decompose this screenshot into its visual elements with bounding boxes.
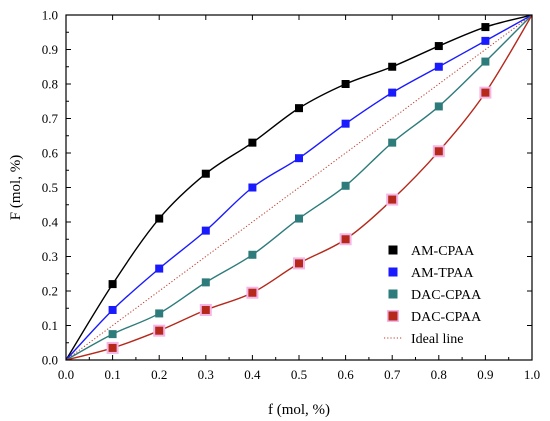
data-point-series-2 — [481, 36, 490, 45]
data-point-series-4 — [248, 288, 257, 297]
y-tick-label: 0.9 — [42, 42, 58, 57]
y-tick-label: 0.5 — [42, 180, 58, 195]
ideal-line — [66, 15, 532, 360]
data-point-series-4 — [481, 88, 490, 97]
x-tick-label: 0.2 — [151, 367, 167, 382]
y-tick-label: 0.4 — [42, 215, 59, 230]
y-tick-label: 0.8 — [42, 77, 58, 92]
fit-curve-1 — [66, 15, 532, 360]
x-tick-label: 0.5 — [291, 367, 307, 382]
data-point-series-4 — [434, 147, 443, 156]
y-axis-label: F (mol, %) — [8, 155, 24, 220]
legend-marker-series-3 — [388, 289, 398, 299]
data-point-series-3 — [108, 330, 117, 339]
y-tick-label: 0.6 — [42, 146, 59, 161]
data-point-series-4 — [295, 259, 303, 268]
data-point-series-2 — [341, 119, 350, 128]
data-point-series-2 — [201, 226, 210, 235]
x-tick-label: 0.0 — [58, 367, 74, 382]
y-tick-label: 1.0 — [42, 8, 58, 23]
x-tick-label: 0.3 — [198, 367, 214, 382]
data-point-series-1 — [201, 169, 210, 178]
data-point-series-3 — [434, 102, 443, 111]
legend-label-series-1: AM-CPAA — [411, 244, 475, 259]
x-tick-label: 0.9 — [477, 367, 493, 382]
data-point-series-4 — [108, 343, 117, 352]
x-tick-label: 0.1 — [104, 367, 120, 382]
x-axis-label: f (mol, %) — [268, 402, 330, 418]
data-point-series-1 — [341, 80, 350, 88]
data-point-series-1 — [295, 104, 303, 113]
data-point-series-2 — [108, 305, 117, 314]
legend-label-series-4: DAC-CPAA — [411, 310, 482, 325]
legend-label-ideal-line: Ideal line — [411, 332, 463, 347]
data-point-series-2 — [388, 88, 397, 97]
data-markers-layer — [106, 23, 492, 354]
data-point-series-4 — [388, 195, 397, 204]
data-point-series-1 — [248, 138, 257, 147]
data-point-series-1 — [481, 23, 490, 32]
data-point-series-2 — [295, 154, 303, 163]
data-point-series-1 — [388, 62, 397, 71]
x-tick-label: 0.7 — [384, 367, 401, 382]
data-point-series-3 — [201, 278, 210, 287]
legend-marker-series-4 — [388, 311, 398, 321]
x-tick-label: 0.8 — [431, 367, 447, 382]
legend-label-series-3: DAC-CPAA — [411, 288, 482, 303]
y-tick-label: 0.1 — [42, 318, 58, 333]
axes-layer: 0.0 0.1 0.2 0.3 0.4 0.5 0.6 0.7 0.8 0.9 1.0 0.0 0.1 0… — [42, 8, 540, 383]
data-point-series-3 — [341, 181, 350, 190]
legend-marker-series-2 — [388, 267, 398, 277]
y-tick-label: 0.7 — [42, 111, 59, 126]
y-tick-label: 0.2 — [42, 284, 58, 299]
y-tick-label: 0.3 — [42, 249, 58, 264]
data-point-series-1 — [108, 280, 117, 289]
data-point-series-2 — [155, 264, 164, 273]
data-point-series-4 — [201, 305, 210, 314]
x-tick-label: 1.0 — [524, 367, 540, 382]
legend: AM-CPAA AM-TPAA DAC-CPAA DAC-CPAA Ideal line — [384, 244, 482, 347]
data-point-series-2 — [434, 62, 443, 71]
data-point-series-2 — [248, 183, 257, 192]
data-point-series-3 — [295, 214, 303, 223]
data-point-series-4 — [341, 235, 350, 244]
data-point-series-1 — [434, 42, 443, 51]
data-point-series-1 — [155, 214, 164, 223]
legend-marker-series-1 — [388, 245, 398, 255]
x-tick-label: 0.6 — [337, 367, 354, 382]
ideal-line-layer — [66, 15, 532, 360]
x-tick-label: 0.4 — [244, 367, 261, 382]
data-point-series-3 — [248, 250, 257, 259]
data-point-series-3 — [155, 309, 164, 318]
y-tick-label: 0.0 — [42, 353, 58, 368]
legend-label-series-2: AM-TPAA — [411, 266, 474, 281]
data-point-series-4 — [155, 326, 164, 335]
data-point-series-3 — [388, 138, 397, 147]
data-point-series-3 — [481, 57, 490, 66]
